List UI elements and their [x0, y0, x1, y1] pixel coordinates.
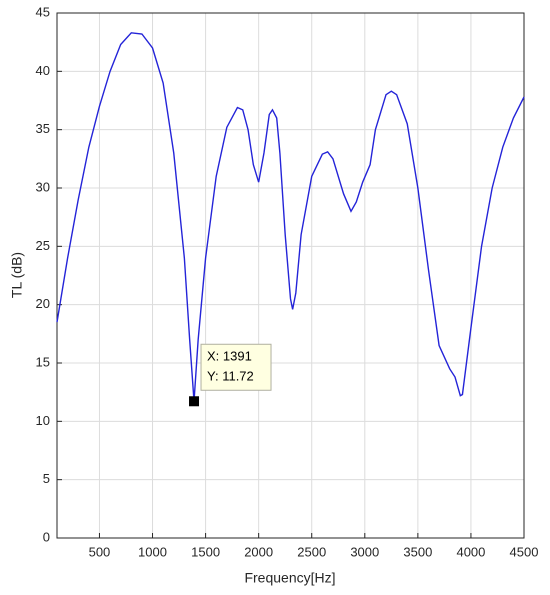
x-tick-label: 2500 — [297, 544, 326, 559]
data-line — [56, 32, 525, 402]
datatip-x: X: 1391 — [207, 349, 252, 364]
y-tick-label: 25 — [36, 238, 50, 253]
y-tick-label: 40 — [36, 63, 50, 78]
y-tick-label: 10 — [36, 413, 50, 428]
datatip-y: Y: 11.72 — [207, 369, 254, 384]
x-tick-label: 2000 — [244, 544, 273, 559]
x-tick-label: 3000 — [350, 544, 379, 559]
datatip-box — [200, 343, 272, 391]
x-tick-label: 1500 — [191, 544, 220, 559]
y-tick-label: 0 — [43, 529, 50, 544]
y-tick-label: 5 — [43, 471, 50, 486]
plot-frame — [56, 12, 525, 539]
x-tick-label: 3500 — [403, 544, 432, 559]
y-tick-label: 35 — [36, 121, 50, 136]
x-tick-label: 4000 — [456, 544, 485, 559]
y-axis-label: TL (dB) — [9, 252, 25, 298]
x-tick-label: 4500 — [510, 544, 539, 559]
x-tick-label: 500 — [89, 544, 111, 559]
x-tick-label: 1000 — [138, 544, 167, 559]
y-tick-label: 30 — [36, 179, 50, 194]
y-tick-label: 15 — [36, 354, 50, 369]
x-axis-label: Frequency[Hz] — [244, 570, 335, 586]
y-tick-label: 45 — [36, 4, 50, 19]
y-tick-label: 20 — [36, 296, 50, 311]
datatip-marker — [189, 396, 200, 407]
